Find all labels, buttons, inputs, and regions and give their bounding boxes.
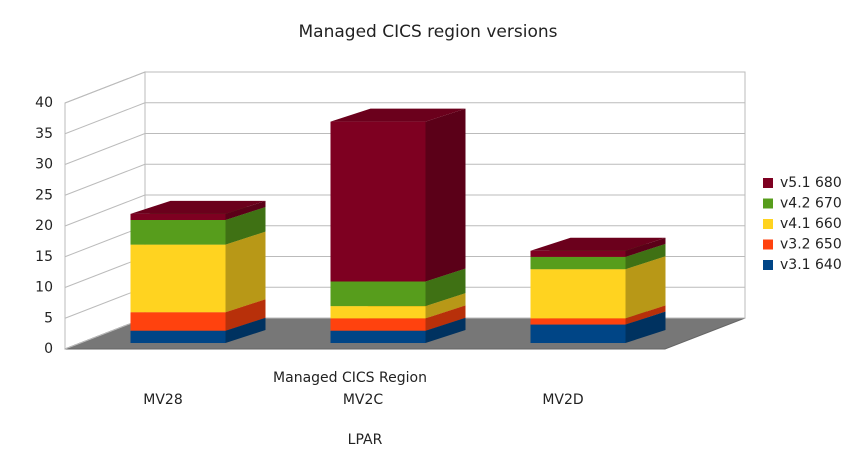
grid-line xyxy=(64,71,146,104)
bar-side xyxy=(225,317,266,343)
bar xyxy=(530,318,626,325)
bar xyxy=(330,306,426,319)
bar xyxy=(130,312,226,331)
x-tick-label: MV2D xyxy=(542,392,583,408)
bar-top xyxy=(130,200,266,214)
x-axis-title: LPAR xyxy=(348,432,383,448)
y-tick-label: 10 xyxy=(35,280,53,296)
bar xyxy=(530,256,626,270)
bar-side xyxy=(225,299,266,331)
bar xyxy=(130,244,226,313)
x-label: Managed CICS Region xyxy=(273,370,427,386)
legend-label: v3.1 640 xyxy=(780,257,842,273)
bar-side xyxy=(625,237,666,257)
y-tick-label: 40 xyxy=(35,95,53,111)
legend-swatch xyxy=(763,239,773,250)
bar-side xyxy=(625,311,666,343)
bar-side xyxy=(625,243,666,270)
bar-top xyxy=(330,108,466,122)
bar-side xyxy=(425,293,466,319)
bar xyxy=(330,281,426,307)
bar-side xyxy=(425,317,466,343)
bar-side xyxy=(425,268,466,307)
legend-swatch xyxy=(763,198,773,209)
legend-swatch xyxy=(763,219,773,229)
y-tick-label: 30 xyxy=(35,157,53,173)
bar-side xyxy=(225,207,266,245)
y-tick-label: 20 xyxy=(35,218,53,234)
x-tick-label: MV2C xyxy=(343,392,384,408)
bar xyxy=(330,121,426,282)
bar-side xyxy=(425,305,466,331)
legend-label: v4.1 660 xyxy=(780,216,842,232)
bar-side xyxy=(225,231,266,313)
y-tick-label: 35 xyxy=(35,126,53,142)
grid-line xyxy=(64,194,146,227)
bar-side xyxy=(625,305,666,325)
grid-line xyxy=(64,133,146,165)
y-tick-label: 15 xyxy=(35,249,53,265)
legend-swatch xyxy=(763,178,773,188)
grid-line xyxy=(64,163,146,196)
y-tick-label: 0 xyxy=(44,341,53,357)
bar xyxy=(530,324,626,343)
chart-title: Managed CICS region versions xyxy=(299,22,558,42)
grid-line xyxy=(64,102,146,135)
legend-label: v5.1 680 xyxy=(780,175,842,191)
bar xyxy=(330,330,426,343)
bar xyxy=(530,269,626,319)
bar xyxy=(330,318,426,331)
x-tick-label: MV28 xyxy=(143,392,182,408)
bar-side xyxy=(225,200,266,220)
bar xyxy=(130,213,226,220)
bar xyxy=(530,250,626,257)
legend-label: v3.2 650 xyxy=(780,237,842,253)
bar xyxy=(130,220,226,245)
bar-top xyxy=(530,237,666,251)
y-tick-label: 25 xyxy=(35,187,53,203)
bar xyxy=(130,330,226,343)
bar-side xyxy=(625,256,666,319)
legend-swatch xyxy=(763,260,773,270)
y-tick-label: 5 xyxy=(44,310,53,326)
legend-label: v4.2 670 xyxy=(780,196,842,212)
bar-side xyxy=(425,108,466,282)
